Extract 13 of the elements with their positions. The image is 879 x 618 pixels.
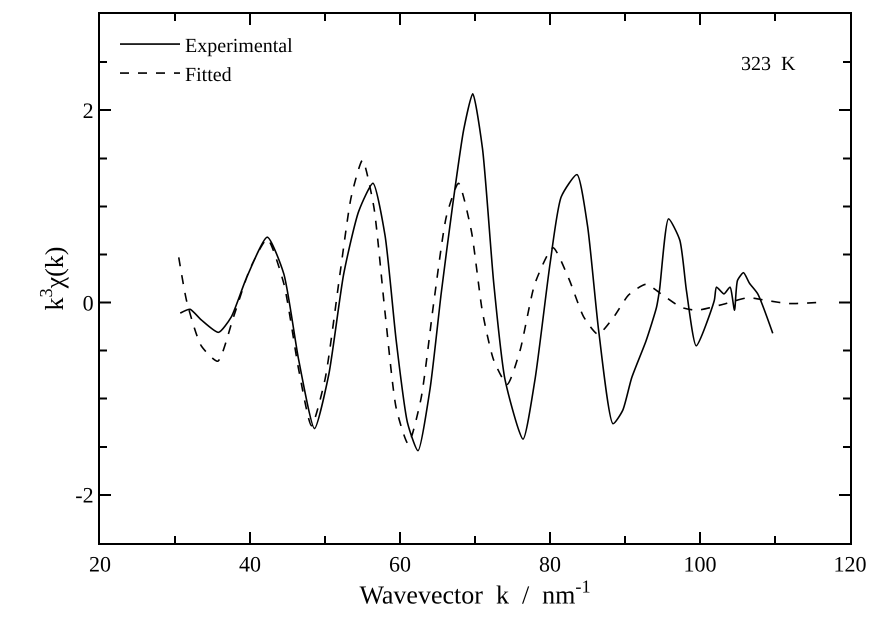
annotation: 323 K bbox=[741, 53, 796, 75]
x-tick-label: 100 bbox=[684, 551, 716, 576]
y-tick-label: 0 bbox=[82, 290, 94, 316]
legend-label: Fitted bbox=[185, 64, 232, 86]
legend-label: Experimental bbox=[185, 34, 294, 57]
x-tick-label: 40 bbox=[239, 551, 261, 576]
x-axis-title: Wavevector k / nm$^{-1}$ bbox=[359, 576, 591, 610]
x-tick-label: 60 bbox=[389, 551, 411, 576]
x-tick-label: 80 bbox=[539, 551, 561, 576]
y-tick-label: -2 bbox=[75, 482, 94, 508]
x-tick-label: 120 bbox=[834, 551, 866, 576]
x-tick-label: 20 bbox=[89, 551, 111, 576]
y-tick-label: 2 bbox=[82, 98, 94, 123]
